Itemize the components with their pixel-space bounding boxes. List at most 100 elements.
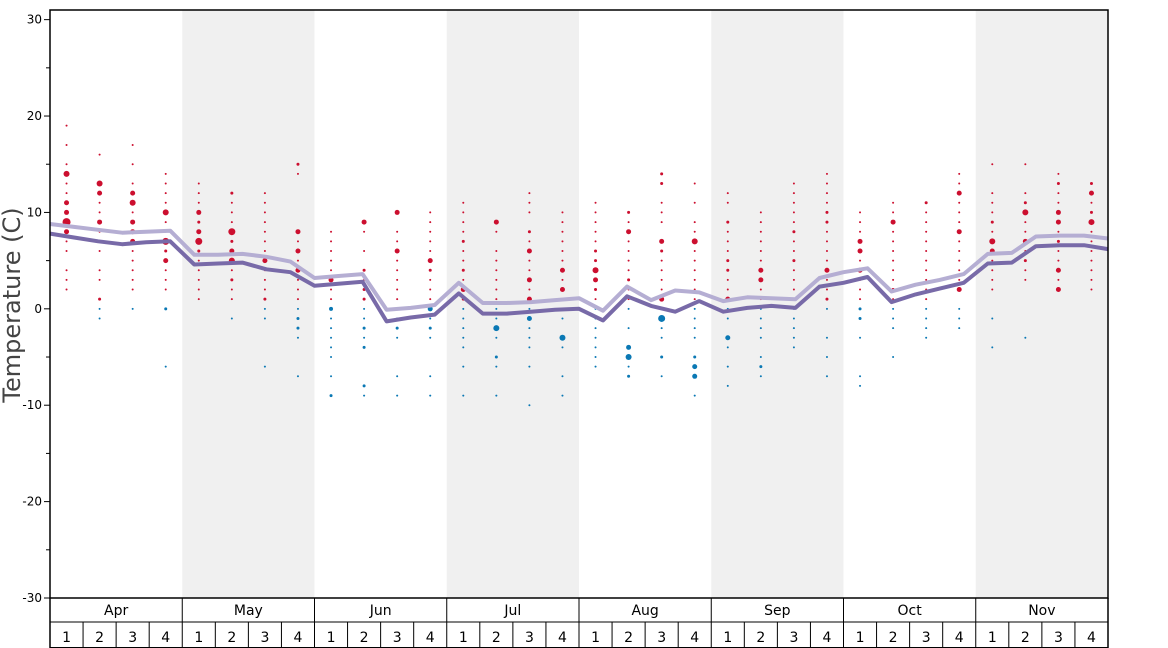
data-dot: [1090, 201, 1093, 204]
data-dot: [295, 248, 301, 254]
data-dot: [429, 249, 432, 252]
y-tick-label: 10: [27, 205, 42, 219]
week-label: 3: [128, 630, 137, 646]
data-dot: [792, 221, 795, 224]
data-dot: [594, 298, 597, 301]
data-dot: [658, 314, 666, 322]
data-dot: [296, 316, 300, 320]
data-dot: [395, 326, 399, 330]
data-dot: [263, 240, 266, 243]
data-dot: [825, 230, 828, 233]
data-dot: [230, 211, 233, 214]
data-dot: [495, 317, 498, 320]
data-dot: [330, 249, 333, 252]
data-dot: [792, 346, 795, 349]
data-dot: [98, 249, 101, 252]
week-label: 4: [1087, 630, 1096, 646]
data-dot: [65, 163, 68, 166]
data-dot: [526, 248, 532, 254]
data-dot: [693, 259, 696, 262]
data-dot: [131, 143, 134, 146]
data-dot: [1089, 182, 1093, 186]
data-dot: [363, 230, 366, 233]
data-dot: [396, 394, 399, 397]
data-dot: [925, 336, 928, 339]
data-dot: [991, 230, 994, 233]
data-dot: [197, 182, 200, 185]
data-dot: [561, 346, 564, 349]
data-dot: [594, 365, 597, 368]
data-dot: [693, 307, 696, 310]
month-label: Apr: [104, 603, 128, 619]
data-dot: [892, 230, 895, 233]
week-label: 1: [327, 630, 336, 646]
data-dot: [98, 307, 101, 310]
data-dot: [330, 298, 333, 301]
week-label: 2: [756, 630, 765, 646]
data-dot: [330, 317, 333, 320]
data-dot: [825, 210, 829, 214]
data-dot: [330, 327, 333, 330]
data-dot: [559, 267, 565, 273]
data-dot: [263, 249, 266, 252]
data-dot: [263, 365, 266, 368]
data-dot: [1057, 192, 1060, 195]
data-dot: [65, 192, 68, 195]
data-dot: [1088, 190, 1094, 196]
data-dot: [660, 259, 663, 262]
data-dot: [956, 287, 962, 293]
data-dot: [394, 209, 400, 215]
data-dot: [296, 307, 299, 310]
week-label: 1: [62, 630, 71, 646]
data-dot: [461, 239, 465, 243]
data-dot: [991, 211, 994, 214]
data-dot: [1023, 259, 1027, 263]
data-dot: [759, 240, 762, 243]
data-dot: [892, 317, 895, 320]
data-dot: [263, 307, 266, 310]
y-axis-label: Temperature (C): [0, 207, 26, 403]
data-dot: [726, 230, 729, 233]
data-dot: [759, 211, 762, 214]
data-dot: [660, 249, 664, 253]
data-dot: [197, 278, 200, 281]
data-dot: [892, 211, 895, 214]
data-dot: [792, 211, 795, 214]
week-label: 3: [393, 630, 402, 646]
data-dot: [792, 269, 795, 272]
data-dot: [65, 278, 68, 281]
data-dot: [627, 307, 630, 310]
data-dot: [330, 240, 333, 243]
data-dot: [825, 288, 828, 291]
data-dot: [98, 317, 101, 320]
data-dot: [858, 316, 862, 320]
data-dot: [792, 317, 795, 320]
data-dot: [561, 230, 564, 233]
data-dot: [958, 240, 961, 243]
data-dot: [263, 192, 266, 195]
data-dot: [991, 201, 994, 204]
data-dot: [526, 315, 532, 321]
data-dot: [130, 190, 136, 196]
data-dot: [991, 317, 994, 320]
data-dot: [825, 259, 828, 262]
y-tick-label: 30: [27, 13, 42, 27]
data-dot: [925, 221, 928, 224]
data-dot: [958, 317, 961, 320]
data-dot: [693, 230, 696, 233]
data-dot: [1057, 259, 1060, 262]
data-dot: [363, 249, 366, 252]
week-label: 4: [955, 630, 964, 646]
data-dot: [164, 269, 167, 272]
data-dot: [559, 287, 565, 293]
data-dot: [131, 163, 134, 166]
data-dot: [825, 220, 829, 224]
data-dot: [462, 249, 465, 252]
data-dot: [131, 307, 134, 310]
data-dot: [660, 288, 663, 291]
data-dot: [296, 298, 299, 301]
week-label: 2: [1021, 630, 1030, 646]
data-dot: [462, 230, 465, 233]
data-dot: [561, 317, 564, 320]
data-dot: [693, 336, 696, 339]
